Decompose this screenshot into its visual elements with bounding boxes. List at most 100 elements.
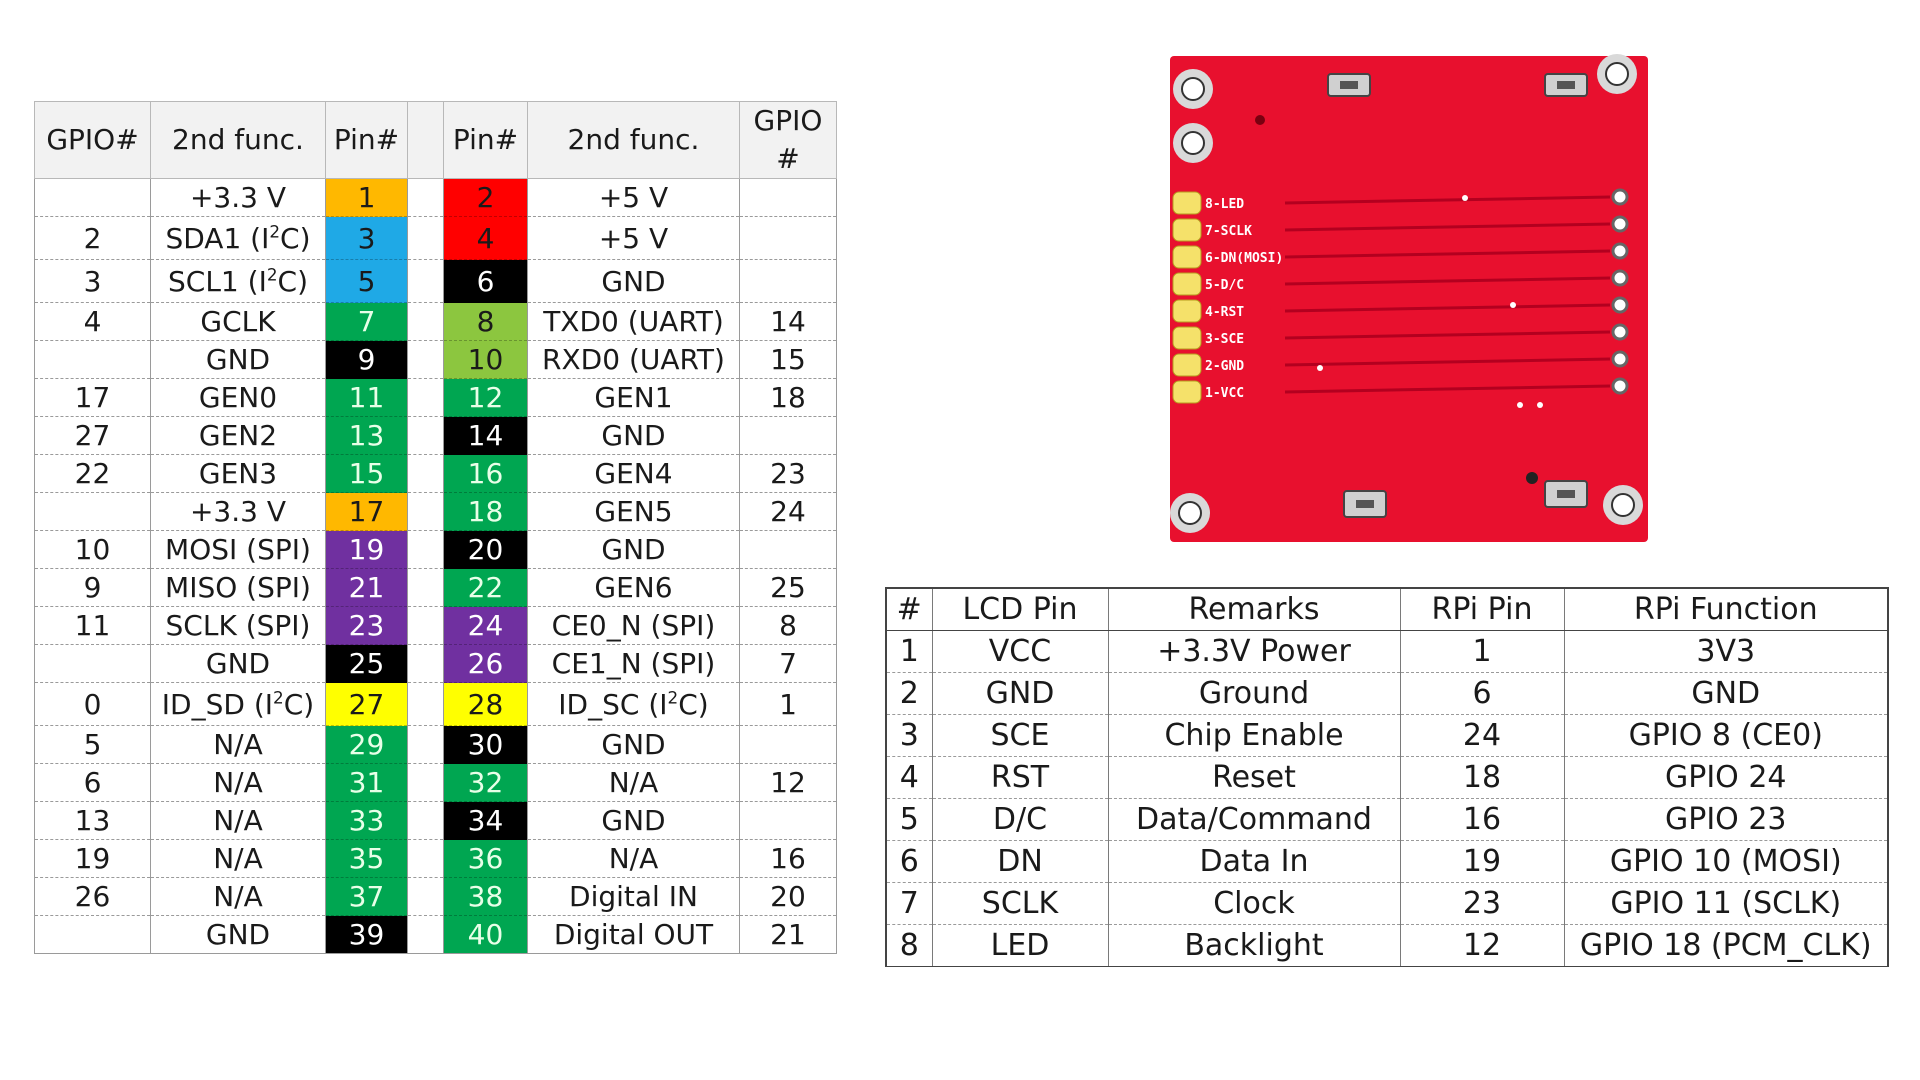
gpio-table-row: 6 N/A 31 32 N/A 12: [34, 763, 837, 802]
second-function-left: GND: [150, 340, 326, 379]
func-text: SCLK (SPI): [165, 609, 311, 642]
gap-cell: [407, 606, 444, 645]
second-function-left: GEN0: [150, 378, 326, 417]
board-pcb: [1170, 56, 1648, 542]
func-text: SDA1 (I: [165, 221, 270, 255]
header-pin-left: Pin#: [325, 101, 408, 179]
gpio-number-right: [739, 416, 837, 455]
remarks: +3.3V Power: [1107, 630, 1401, 673]
gpio-number-right: 21: [739, 915, 837, 954]
row-index: 1: [885, 630, 933, 673]
gpio-table-row: GND 25 26 CE1_N (SPI) 7: [34, 644, 837, 683]
gpio-number-right: [739, 801, 837, 840]
pin-number-right: 4: [443, 216, 528, 260]
gap-cell: [407, 763, 444, 802]
pin-number-right: 8: [443, 302, 528, 341]
mounting-hole-icon: [1170, 493, 1210, 533]
second-function-left: ID_SD (I2C): [150, 682, 326, 726]
gap-cell: [407, 877, 444, 916]
pin-number-right: 34: [443, 801, 528, 840]
header-lcd-pin: LCD Pin: [931, 587, 1109, 631]
remarks: Chip Enable: [1107, 714, 1401, 757]
func-text: GND: [601, 533, 666, 566]
second-function-right: CE0_N (SPI): [527, 606, 740, 645]
pin-number-left: 15: [325, 454, 408, 493]
second-function-right: GEN4: [527, 454, 740, 493]
board-traces: [1284, 188, 1629, 395]
second-function-right: +5 V: [527, 178, 740, 217]
lcd-module-board: 8-LED 7-SCLK 6-DN(MOSI) 5-D/C 4-RST 3-SCE 2-GN…: [1170, 54, 1648, 542]
second-function-left: SCL1 (I2C): [150, 259, 326, 303]
lcd-table-row: 4 RST Reset 18 GPIO 24: [885, 756, 1889, 799]
func-text: GND: [601, 728, 666, 761]
gpio-number-left: 5: [34, 725, 151, 764]
func-superscript: 2: [273, 687, 284, 708]
rpi-pin: 12: [1399, 924, 1565, 967]
gpio-table-row: +3.3 V 17 18 GEN5 24: [34, 492, 837, 531]
pcb-trace: [1284, 222, 1611, 232]
pin-number-left: 31: [325, 763, 408, 802]
pin-number-right: 30: [443, 725, 528, 764]
gap-cell: [407, 839, 444, 878]
gpio-number-left: 10: [34, 530, 151, 569]
func-text: GEN5: [594, 495, 673, 528]
gpio-table-row: 17 GEN0 11 12 GEN1 18: [34, 378, 837, 417]
gpio-table-row: 11 SCLK (SPI) 23 24 CE0_N (SPI) 8: [34, 606, 837, 645]
via-pad: [1611, 188, 1629, 206]
lcd-table-row: 2 GND Ground 6 GND: [885, 672, 1889, 715]
board-pin-label: 3-SCE: [1205, 332, 1244, 347]
gpio-table-row: 2 SDA1 (I2C) 3 4 +5 V: [34, 216, 837, 260]
header-rpi-function: RPi Function: [1563, 587, 1889, 631]
via-pad: [1611, 323, 1629, 341]
second-function-left: SDA1 (I2C): [150, 216, 326, 260]
lcd-pin: SCLK: [931, 882, 1109, 925]
rpi-function: GPIO 24: [1563, 756, 1889, 799]
board-pin-label: 4-RST: [1205, 305, 1244, 320]
gpio-number-left: 22: [34, 454, 151, 493]
gpio-table-row: 9 MISO (SPI) 21 22 GEN6 25: [34, 568, 837, 607]
rpi-function: GPIO 10 (MOSI): [1563, 840, 1889, 883]
rpi-pin: 16: [1399, 798, 1565, 841]
second-function-right: RXD0 (UART): [527, 340, 740, 379]
gpio-number-right: [739, 530, 837, 569]
second-function-right: GND: [527, 801, 740, 840]
header-pin: [1172, 353, 1202, 377]
func-text: GEN4: [594, 457, 673, 490]
header-remarks: Remarks: [1107, 587, 1401, 631]
func-text: SCL1 (I: [168, 264, 267, 298]
func-text: Digital IN: [569, 880, 698, 913]
header-pin: [1172, 380, 1202, 404]
header-pin: [1172, 245, 1202, 269]
remarks: Reset: [1107, 756, 1401, 799]
func-text: GEN3: [198, 457, 278, 490]
gpio-table-header-row: GPIO# 2nd func. Pin# Pin# 2nd func. GPIO…: [34, 101, 837, 179]
remarks: Backlight: [1107, 924, 1401, 967]
func-text-suffix: C): [277, 264, 308, 298]
pin-number-left: 5: [325, 259, 408, 303]
pcb-trace: [1284, 249, 1611, 259]
func-text: CE1_N (SPI): [551, 647, 716, 680]
clip-icon: [1327, 73, 1371, 97]
lcd-pin: D/C: [931, 798, 1109, 841]
mounting-hole-icon: [1173, 123, 1213, 163]
gpio-number-left: 13: [34, 801, 151, 840]
clip-icon: [1343, 490, 1387, 518]
pin-number-left: 13: [325, 416, 408, 455]
rpi-pin: 24: [1399, 714, 1565, 757]
pin-number-left: 1: [325, 178, 408, 217]
second-function-right: Digital OUT: [527, 915, 740, 954]
second-function-left: +3.3 V: [150, 178, 326, 217]
gpio-number-right: 23: [739, 454, 837, 493]
gpio-table-row: 10 MOSI (SPI) 19 20 GND: [34, 530, 837, 569]
via-pad: [1611, 215, 1629, 233]
pin-number-left: 25: [325, 644, 408, 683]
pcb-trace: [1284, 195, 1611, 205]
gpio-number-left: [34, 644, 151, 683]
second-function-left: GEN3: [150, 454, 326, 493]
lcd-table-header-row: # LCD Pin Remarks RPi Pin RPi Function: [885, 587, 1889, 631]
gpio-number-right: [739, 259, 837, 303]
header-pin: [1172, 326, 1202, 350]
header-pin: [1172, 218, 1202, 242]
gap-cell: [407, 492, 444, 531]
gpio-table-row: +3.3 V 1 2 +5 V: [34, 178, 837, 217]
